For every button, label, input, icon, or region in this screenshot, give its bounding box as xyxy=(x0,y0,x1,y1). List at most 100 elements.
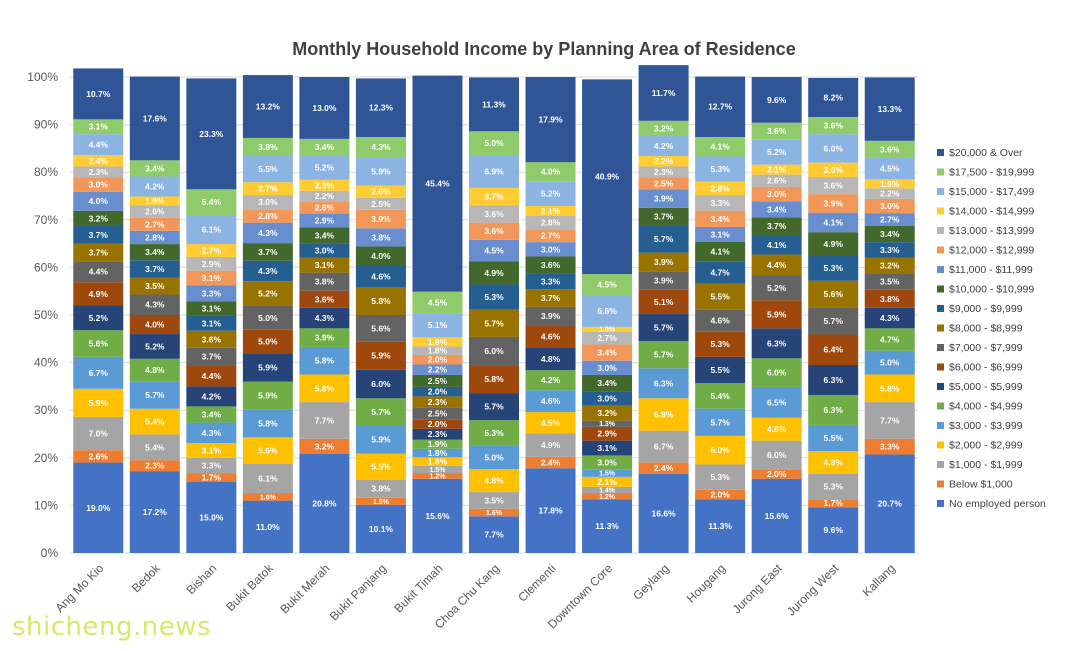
data-label: 5.3% xyxy=(710,339,730,349)
legend-swatch xyxy=(937,441,944,449)
data-label: 3.7% xyxy=(202,352,222,362)
bar-segment xyxy=(864,140,915,158)
data-label: 2.9% xyxy=(202,259,222,269)
bar-segment xyxy=(864,307,915,329)
data-label: 2.8% xyxy=(710,183,730,193)
bar-segment xyxy=(469,508,519,517)
bar-segment xyxy=(242,281,293,306)
data-label: 11.3% xyxy=(708,521,732,531)
legend-swatch xyxy=(937,402,944,410)
bar-segment xyxy=(412,374,463,387)
data-label: 3.9% xyxy=(824,198,844,208)
legend-swatch xyxy=(937,149,944,156)
data-label: 2.1% xyxy=(597,477,617,487)
data-label: 1.9% xyxy=(880,179,900,189)
data-label: 2.2% xyxy=(428,365,448,375)
data-label: 3.6% xyxy=(484,209,504,219)
data-label: 3.5% xyxy=(145,281,165,291)
bar-segment xyxy=(695,309,746,332)
data-label: 3.7% xyxy=(145,264,165,274)
bar-segment xyxy=(525,306,576,326)
bar-segment xyxy=(242,195,293,210)
bar-segment xyxy=(73,330,124,357)
data-label: 4.4% xyxy=(202,371,222,381)
bar-segment xyxy=(582,493,633,500)
data-label: 5.7% xyxy=(484,318,504,328)
bar-segment xyxy=(582,486,633,494)
bar-segment xyxy=(73,243,124,262)
data-label: 2.7% xyxy=(880,215,900,225)
bar-segment xyxy=(469,205,519,223)
bar-segment xyxy=(582,374,633,392)
bar-segment xyxy=(469,516,519,553)
bar-segment xyxy=(355,157,406,186)
bar-segment xyxy=(299,328,350,347)
data-label: 3.4% xyxy=(145,163,165,173)
data-label: 5.3% xyxy=(710,164,730,174)
data-label: 10.1% xyxy=(369,524,394,534)
bar-segment xyxy=(355,479,406,498)
bar-segment xyxy=(299,77,350,139)
bar-segment xyxy=(73,134,124,156)
data-label: 17.6% xyxy=(143,113,168,123)
legend-label: $13,000 - $13,999 xyxy=(949,225,1034,237)
bar-stack: 17.2% 2.3% 5.4% 5.4% 5.7% 4.8% 5.2% 4.0% 4.3% 3.5… xyxy=(129,76,180,553)
bar-segment xyxy=(469,284,519,310)
data-label: 3.4% xyxy=(710,214,730,224)
bar-segment xyxy=(808,194,859,213)
data-label: 2.4% xyxy=(541,458,561,468)
bar-segment xyxy=(751,217,802,236)
bar-segment xyxy=(242,305,293,330)
bar-segment xyxy=(638,368,689,399)
data-label: 1.8% xyxy=(428,457,448,467)
bar-segment xyxy=(242,353,293,382)
bar-segment xyxy=(242,500,293,553)
data-label: 1.5% xyxy=(429,467,446,474)
bar-segment xyxy=(525,229,576,243)
bar-segment xyxy=(638,166,689,178)
bar-segment xyxy=(242,243,293,261)
data-label: 4.3% xyxy=(371,142,391,152)
data-label: 4.4% xyxy=(89,140,109,150)
data-label: 7.7% xyxy=(880,415,900,425)
bar-segment xyxy=(582,455,633,470)
bar-segment xyxy=(751,478,802,553)
data-label: 3.8% xyxy=(258,142,278,152)
data-label: 23.3% xyxy=(199,129,224,139)
bar-segment xyxy=(695,464,746,490)
bar-segment xyxy=(751,358,802,387)
data-label: 4.3% xyxy=(145,300,165,310)
bar-segment xyxy=(129,260,180,278)
data-label: 4.1% xyxy=(767,240,787,250)
data-label: 6.4% xyxy=(824,345,844,355)
x-tick-label: Jurong East xyxy=(730,561,786,617)
data-label: 4.1% xyxy=(710,142,730,152)
x-tick-label: Bukit Panjang xyxy=(327,561,389,623)
data-label: 3.7% xyxy=(654,212,674,222)
legend-label: Below $1,000 xyxy=(949,479,1013,491)
bar-segment xyxy=(808,77,859,117)
data-label: 15.0% xyxy=(199,512,224,522)
data-label: 5.3% xyxy=(484,428,504,438)
data-label: 2.0% xyxy=(428,355,448,365)
bar-stack: 9.6% 1.7% 5.3% 4.8% 5.5% 6.3% 6.3% 6.4% 5.7% 5.6%… xyxy=(808,77,859,553)
data-label: 15.6% xyxy=(425,511,450,521)
bar-segment xyxy=(412,407,463,420)
bar-segment xyxy=(73,210,124,226)
data-label: 15.6% xyxy=(765,511,790,521)
bar-segment xyxy=(808,212,859,233)
bar-segment xyxy=(638,398,689,431)
bar-segment xyxy=(355,209,406,229)
bar-segment xyxy=(355,246,406,266)
bar-segment xyxy=(864,225,915,243)
data-label: 3.3% xyxy=(880,442,900,452)
data-label: 4.2% xyxy=(541,375,561,385)
bar-stack: 7.7% 1.6% 3.5% 4.8% 5.0% 5.3% 5.7% 5.8% 6.0% 5.7%… xyxy=(469,77,519,553)
bar-segment xyxy=(129,471,180,553)
data-label: 3.4% xyxy=(315,230,335,240)
bar-segment xyxy=(695,195,746,211)
bar-segment xyxy=(355,341,406,370)
bar-segment xyxy=(186,406,237,423)
data-label: 20.8% xyxy=(312,498,337,508)
legend-swatch xyxy=(937,305,944,312)
